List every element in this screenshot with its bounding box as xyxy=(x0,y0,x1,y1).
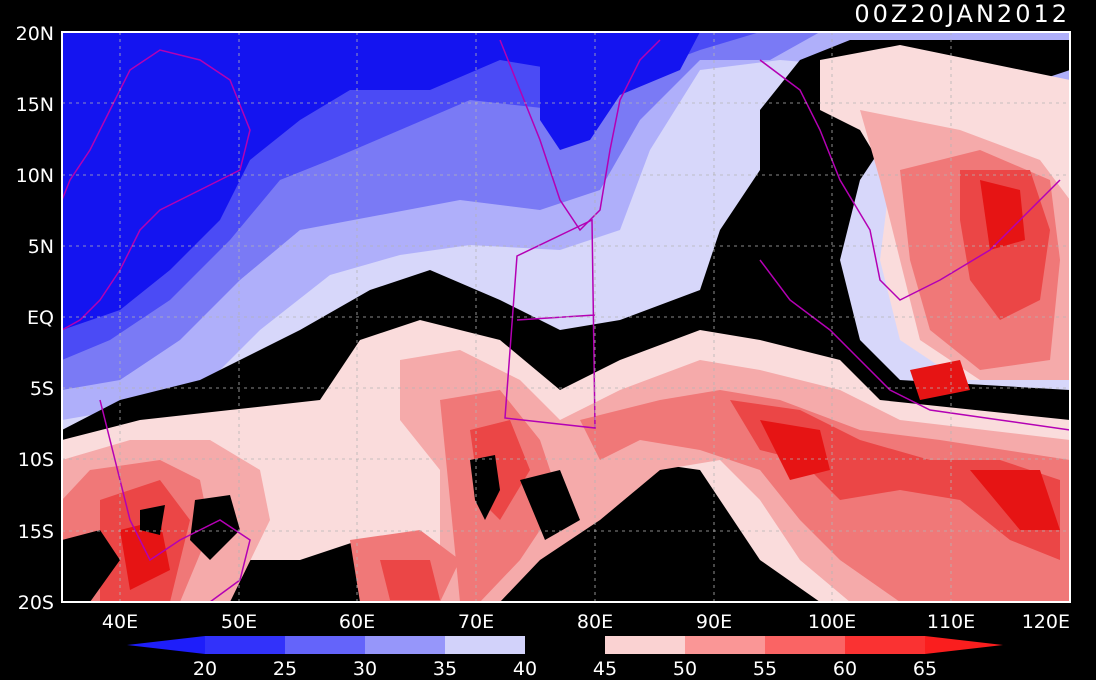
colorbar-segment xyxy=(605,636,685,654)
lat-label: 5N xyxy=(28,236,54,258)
lat-label: 10S xyxy=(18,449,54,471)
colorbar-label: 25 xyxy=(273,658,297,680)
lat-label: 20S xyxy=(18,592,54,614)
colorbar: 20 25 30 35 40 45 50 55 60 65 xyxy=(127,636,1003,680)
lon-label: 70E xyxy=(458,611,494,633)
colorbar-label: 20 xyxy=(193,658,217,680)
lon-label: 40E xyxy=(102,611,138,633)
colorbar-label: 65 xyxy=(913,658,937,680)
coastline-africa xyxy=(62,49,251,331)
colorbar-segment xyxy=(845,636,925,654)
lon-axis: 40E 50E 60E 70E 80E 90E 100E 110E 120E xyxy=(102,611,1070,633)
colorbar-arrow-high xyxy=(925,636,1003,654)
boundary-box xyxy=(504,218,596,429)
field-deep-blue xyxy=(62,32,700,330)
colorbar-segment xyxy=(445,636,525,654)
coastline-indochina xyxy=(759,59,1061,301)
colorbar-label: 40 xyxy=(513,658,537,680)
colorbar-arrow-low xyxy=(127,636,205,654)
colorbar-label: 50 xyxy=(673,658,697,680)
lat-label: 15N xyxy=(16,94,54,116)
lat-label: 20N xyxy=(16,23,54,45)
lat-label: EQ xyxy=(27,307,54,329)
colorbar-segment xyxy=(685,636,765,654)
lon-label: 100E xyxy=(808,611,856,633)
field-deep-blue-2 xyxy=(540,32,700,150)
lon-label: 120E xyxy=(1022,611,1070,633)
colorbar-segment xyxy=(765,636,845,654)
lon-label: 50E xyxy=(221,611,257,633)
colorbar-label: 45 xyxy=(593,658,617,680)
coastline-india xyxy=(499,39,661,232)
lon-label: 60E xyxy=(339,611,375,633)
colorbar-label: 60 xyxy=(833,658,857,680)
coastline-east-africa xyxy=(99,399,251,602)
lat-axis: 20N 15N 10N 5N EQ 5S 10S 15S 20S xyxy=(16,23,54,614)
colorbar-segment xyxy=(285,636,365,654)
lat-label: 15S xyxy=(18,521,54,543)
colorbar-label: 30 xyxy=(353,658,377,680)
colorbar-label: 55 xyxy=(753,658,777,680)
map-timestamp: 00Z20JAN2012 xyxy=(854,0,1070,28)
field-black-blob-mid xyxy=(470,455,580,540)
colorbar-segment xyxy=(525,636,605,654)
lon-label: 90E xyxy=(696,611,732,633)
colorbar-label: 35 xyxy=(433,658,457,680)
field-black-blob-west xyxy=(62,495,240,602)
colorbar-segment xyxy=(365,636,445,654)
colorbar-segment xyxy=(205,636,285,654)
lat-label: 5S xyxy=(30,378,54,400)
field-light-red xyxy=(62,350,1070,602)
coastline-sumatra xyxy=(759,259,1070,431)
gridlines xyxy=(62,32,1070,602)
map-frame xyxy=(61,31,1071,603)
lon-label: 80E xyxy=(577,611,613,633)
lat-label: 10N xyxy=(16,165,54,187)
lon-label: 110E xyxy=(927,611,975,633)
